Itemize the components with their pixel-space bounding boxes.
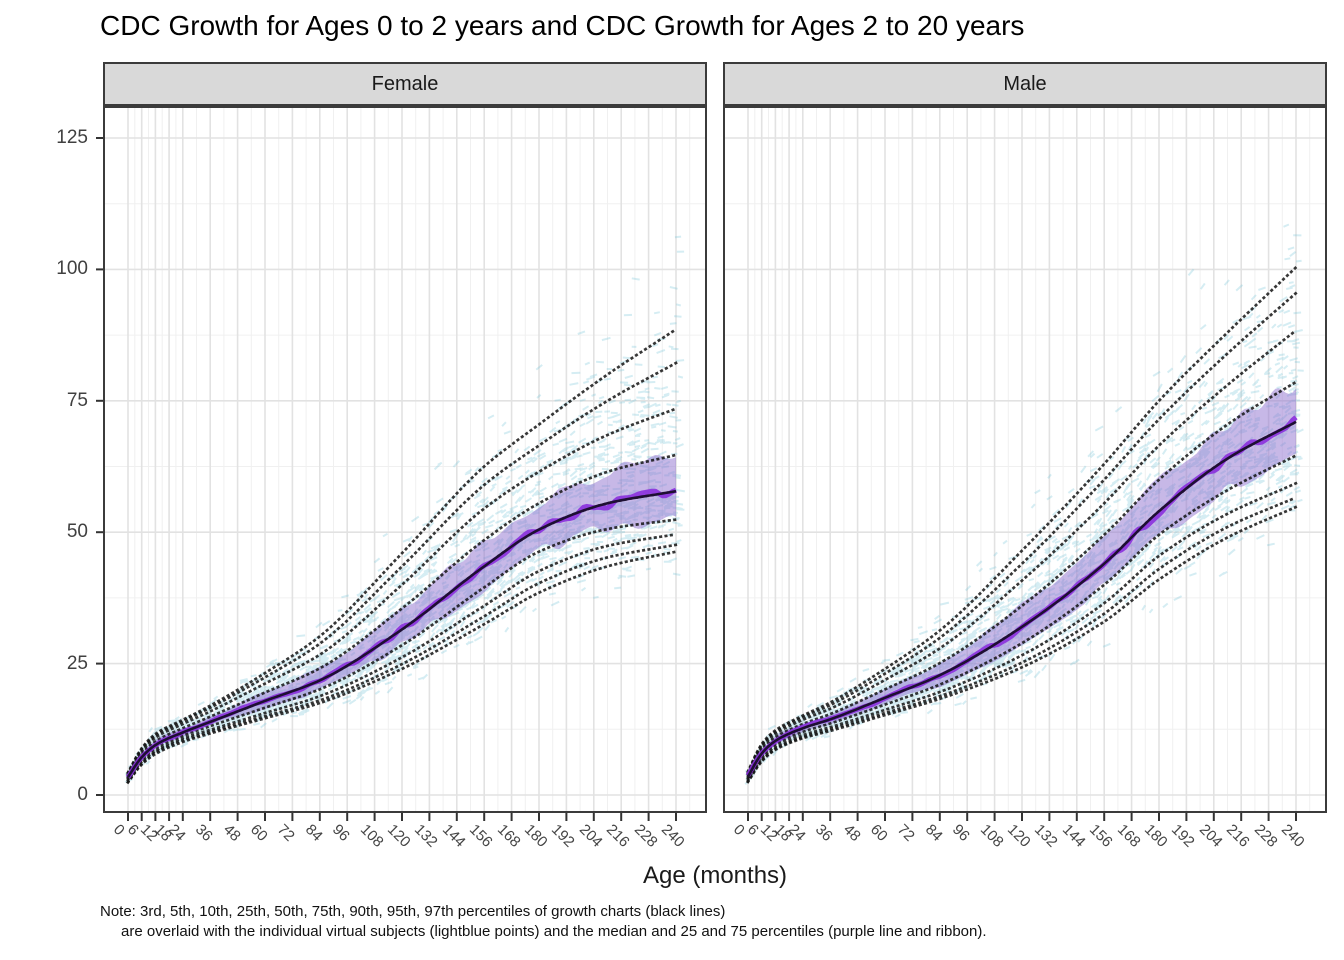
- x-tick-label: 72: [274, 821, 299, 845]
- median-core-line: [126, 489, 677, 778]
- facet-strip-male: Male: [723, 62, 1327, 106]
- percentile-line-p5: [126, 543, 678, 784]
- x-tick-label: 216: [603, 821, 633, 851]
- y-tick-label: 75: [66, 389, 88, 411]
- x-tick-label: 180: [520, 821, 551, 851]
- x-tick-label: 240: [1277, 821, 1308, 851]
- y-tick-label: 100: [56, 258, 88, 280]
- percentile-line-p3: [126, 550, 678, 785]
- y-tick-label: 25: [66, 652, 88, 674]
- y-tick-label: 125: [56, 127, 88, 149]
- x-tick-label: 156: [466, 821, 496, 851]
- note-line-1: Note: 3rd, 5th, 10th, 25th, 50th, 75th, …: [100, 903, 726, 920]
- x-tick-label: 36: [812, 821, 836, 845]
- note-line-2: are overlaid with the individual virtual…: [121, 923, 987, 940]
- x-tick-label: 180: [1140, 821, 1171, 851]
- percentile-line-p90: [746, 328, 1298, 775]
- y-tick-label: 0: [77, 784, 88, 805]
- x-tick-label: 48: [219, 821, 244, 845]
- y-tick-label: 50: [66, 521, 88, 543]
- x-tick-label: 96: [329, 821, 353, 845]
- x-tick-label: 228: [630, 821, 661, 851]
- x-tick-label: 84: [921, 821, 946, 845]
- x-tick-label: 108: [976, 821, 1007, 851]
- x-tick-label: 24: [164, 821, 189, 845]
- x-tick-label: 96: [949, 821, 973, 845]
- x-tick-label: 168: [1113, 821, 1144, 851]
- percentile-line-p10: [746, 481, 1298, 782]
- median-core-line: [746, 420, 1297, 778]
- x-tick-label: 60: [246, 821, 271, 845]
- subject-points: [744, 223, 1304, 785]
- x-tick-label: 204: [1195, 821, 1226, 851]
- percentile-line-p3: [746, 505, 1298, 784]
- x-tick-label: 60: [866, 821, 891, 845]
- facet-strip-female: Female: [103, 62, 707, 106]
- x-tick-label: 36: [192, 821, 216, 845]
- x-tick-label: 228: [1250, 821, 1281, 851]
- facet-label-male: Male: [1003, 73, 1047, 95]
- percentile-line-p75: [746, 380, 1298, 777]
- y-axis-title: Weight (kg): [0, 440, 82, 480]
- percentile-line-p97: [746, 265, 1298, 774]
- x-tick-label: 24: [784, 821, 809, 845]
- x-tick-label: 108: [356, 821, 387, 851]
- facet-label-female: Female: [371, 73, 439, 95]
- percentile-line-p75: [126, 453, 678, 778]
- x-tick-label: 240: [657, 821, 688, 851]
- chart-title: CDC Growth for Ages 0 to 2 years and CDC…: [100, 10, 1025, 41]
- x-tick-label: 144: [1058, 821, 1089, 851]
- x-tick-label: 120: [383, 821, 414, 851]
- y-axis-tick-marks: [96, 137, 104, 796]
- x-tick-label: 216: [1223, 821, 1253, 851]
- x-tick-label: 132: [1031, 821, 1062, 851]
- percentile-line-p10: [126, 532, 678, 783]
- x-tick-label: 48: [839, 821, 864, 845]
- iqr-ribbon: [128, 455, 676, 779]
- x-tick-label: 132: [411, 821, 442, 851]
- panel-male: [723, 106, 1327, 821]
- x-axis-title: Age (months): [642, 862, 788, 889]
- x-tick-label: 192: [548, 821, 579, 851]
- percentile-line-p95: [746, 291, 1298, 774]
- x-tick-label: 84: [301, 821, 326, 845]
- panel-female: [103, 106, 707, 821]
- x-tick-label: 144: [438, 821, 469, 851]
- percentile-line-p25: [746, 453, 1298, 781]
- percentile-line-p25: [126, 518, 678, 781]
- x-tick-label: 168: [493, 821, 524, 851]
- percentile-line-p97: [126, 327, 678, 775]
- x-tick-label: 204: [575, 821, 606, 851]
- x-tick-label: 120: [1003, 821, 1034, 851]
- percentile-line-p95: [126, 361, 678, 775]
- x-tick-label: 192: [1168, 821, 1199, 851]
- iqr-ribbon: [748, 388, 1296, 781]
- x-tick-label: 156: [1086, 821, 1116, 851]
- x-tick-label: 72: [894, 821, 919, 845]
